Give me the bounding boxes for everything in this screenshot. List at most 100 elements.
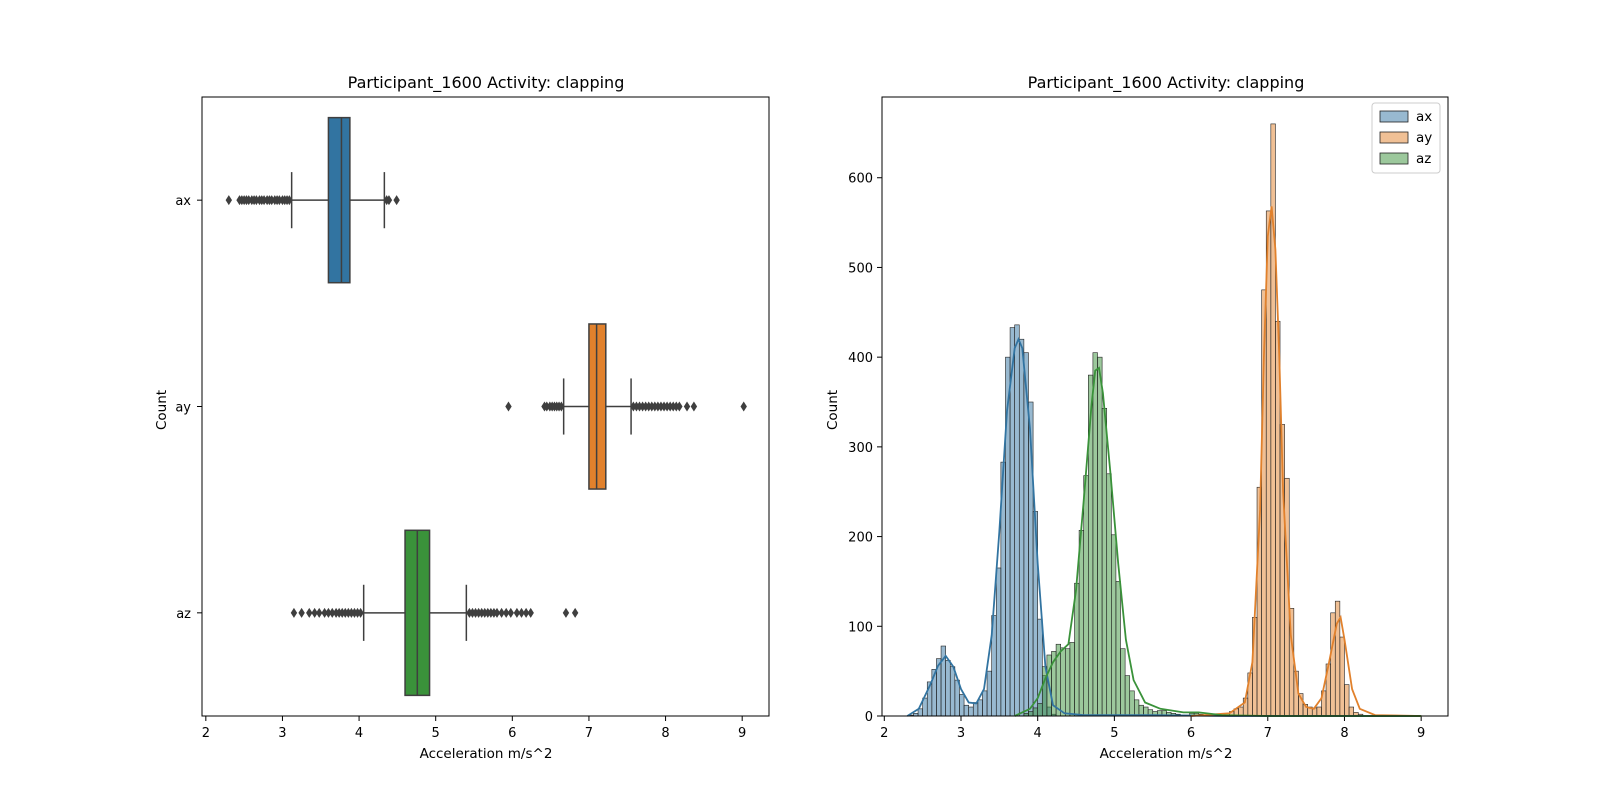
- x-tick-label: 8: [1340, 726, 1348, 741]
- histogram-title: Participant_1600 Activity: clapping: [1028, 73, 1305, 93]
- x-tick-label: 3: [957, 726, 965, 741]
- x-tick-label: 4: [1034, 726, 1042, 741]
- hist-bar-az: [1069, 642, 1075, 717]
- hist-bar-ax: [959, 694, 965, 717]
- hist-bar-ax: [968, 706, 974, 717]
- hist-bar-az: [1078, 529, 1085, 717]
- flier-point-az: [321, 607, 328, 618]
- legend-swatch-ax: [1379, 110, 1409, 123]
- x-tick-label: 5: [1110, 726, 1118, 741]
- hist-bar-ax: [972, 702, 979, 717]
- hist-bar-az: [1134, 699, 1140, 717]
- flier-point-az: [306, 607, 313, 618]
- y-tick-label: 100: [848, 620, 873, 635]
- flier-point-az: [507, 607, 514, 618]
- flier-point-ax: [393, 195, 400, 206]
- y-tick-label: 200: [848, 531, 873, 546]
- hist-bar-ax: [1018, 338, 1025, 717]
- hist-bar-az: [1064, 648, 1071, 717]
- histogram-panel: Participant_1600 Activity: clapping Acce…: [825, 73, 1449, 762]
- hist-bar-ay: [1348, 706, 1354, 717]
- x-tick-label: 5: [432, 726, 440, 741]
- x-tick-label: 4: [355, 726, 363, 741]
- legend-label-ay: ay: [1416, 130, 1432, 146]
- hist-bar-az: [1083, 475, 1089, 717]
- flier-point-az: [316, 607, 323, 618]
- legend-swatch-ay: [1379, 131, 1409, 144]
- flier-point-az: [357, 607, 364, 618]
- boxplot-title: Participant_1600 Activity: clapping: [348, 73, 625, 93]
- flier-point-az: [518, 607, 525, 618]
- flier-point-az: [571, 607, 579, 618]
- hist-bar-az: [1092, 352, 1098, 717]
- y-tick-label: 400: [848, 351, 873, 366]
- hist-bar-az: [1129, 690, 1135, 717]
- hist-bar-az: [1074, 582, 1080, 717]
- flier-point-ax: [225, 195, 233, 206]
- boxplot-frame: [201, 96, 770, 717]
- flier-point-az: [329, 607, 336, 618]
- hist-bar-ax: [995, 567, 1002, 717]
- x-tick-label: 6: [508, 726, 516, 741]
- x-tick-label: 6: [1187, 726, 1195, 741]
- flier-point-ay: [690, 401, 698, 412]
- flier-point-az: [290, 607, 298, 618]
- x-tick-label: 2: [880, 726, 888, 741]
- y-tick-label: 0: [865, 710, 873, 725]
- hist-bar-ay: [1316, 706, 1322, 717]
- boxplot-y-axis-label: Count: [154, 390, 170, 430]
- flier-point-az: [311, 607, 318, 618]
- hist-bar-az: [1120, 648, 1126, 717]
- hist-bar-az: [1111, 534, 1117, 717]
- hist-bar-ay: [1344, 684, 1350, 717]
- x-tick-label: 9: [738, 726, 746, 741]
- hist-bar-ax: [945, 660, 951, 717]
- flier-point-az: [522, 607, 530, 618]
- hist-bar-az: [1124, 675, 1131, 717]
- flier-point-az: [498, 607, 505, 618]
- hist-bar-az: [1060, 647, 1066, 717]
- flier-point-ax: [286, 195, 293, 206]
- histogram-marks: [906, 123, 1422, 717]
- hist-bar-ax: [963, 704, 969, 717]
- flier-point-az: [513, 607, 521, 618]
- legend-swatch-az: [1379, 152, 1409, 165]
- histogram-ticks: 2 3 4 5 6 7 8 9 0 100 200 300 400 500 600: [848, 172, 1425, 741]
- flier-point-ax: [385, 195, 393, 206]
- flier-point-az: [493, 607, 501, 618]
- boxplot-panel: Participant_1600 Activity: clapping Acce…: [154, 73, 770, 762]
- x-tick-label: 7: [1264, 726, 1272, 741]
- hist-bar-ay: [1339, 636, 1345, 717]
- x-tick-label: 8: [661, 726, 669, 741]
- hist-bar-az: [1097, 356, 1103, 717]
- flier-point-az: [527, 607, 534, 618]
- y-tick-label: 600: [848, 172, 873, 187]
- y-tick-label: az: [176, 607, 191, 622]
- boxplot-x-axis-label: Acceleration m/s^2: [420, 746, 553, 762]
- hist-bar-az: [1028, 711, 1034, 717]
- legend-label-az: az: [1416, 151, 1431, 167]
- flier-point-ay: [740, 401, 747, 412]
- flier-point-az: [325, 607, 332, 618]
- boxplot-ticks: 2 3 4 5 6 7 8 9 ax ay az: [175, 194, 746, 741]
- kde-line-ay: [1191, 206, 1422, 717]
- hist-bar-az: [1106, 473, 1112, 717]
- x-tick-label: 3: [278, 726, 286, 741]
- hist-bar-az: [1115, 581, 1121, 717]
- y-tick-label: ay: [175, 401, 191, 416]
- hist-bar-az: [1032, 707, 1038, 717]
- kde-line-ax: [906, 336, 1422, 717]
- flier-point-az: [502, 607, 510, 618]
- hist-bar-ax: [954, 679, 960, 717]
- hist-bar-ax: [1037, 618, 1043, 717]
- box-ax: [327, 116, 351, 284]
- y-tick-label: ax: [175, 194, 191, 209]
- box-ay: [588, 323, 607, 490]
- flier-point-az: [298, 607, 305, 618]
- histogram-y-axis-label: Count: [825, 390, 841, 430]
- hist-bar-az: [1101, 407, 1108, 717]
- flier-point-az: [562, 607, 570, 618]
- hist-bar-ay: [1330, 612, 1336, 717]
- x-tick-label: 9: [1417, 726, 1425, 741]
